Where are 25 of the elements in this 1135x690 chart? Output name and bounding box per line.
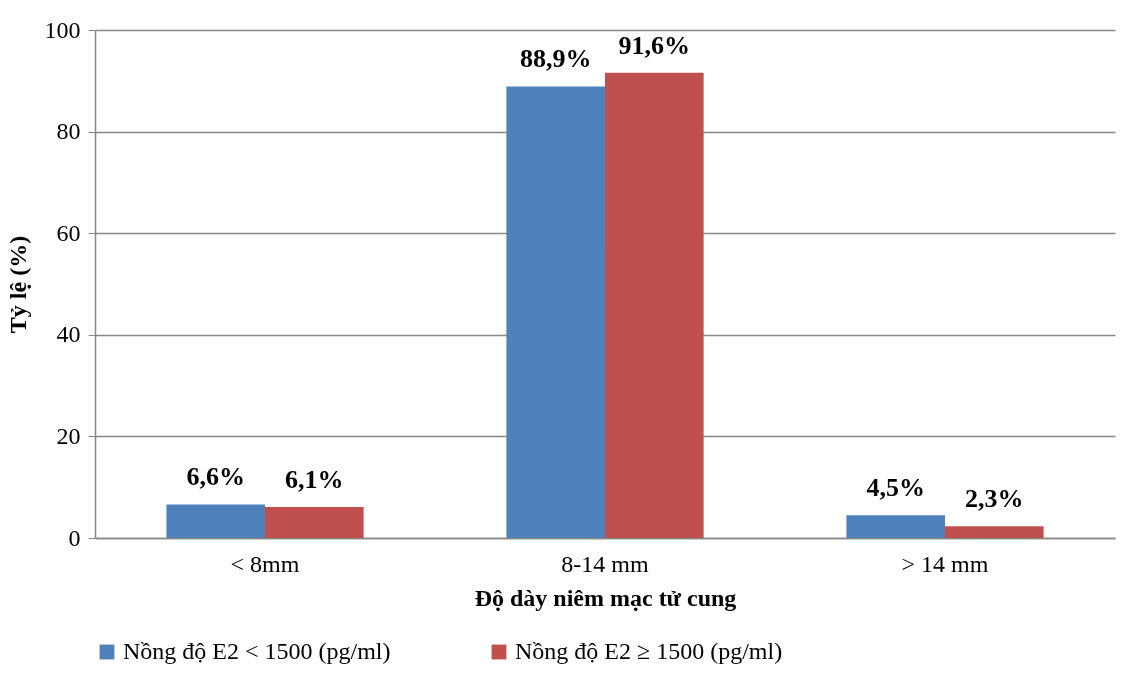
x-tick-label: 8-14 mm (561, 550, 649, 577)
y-tick-label: 80 (56, 118, 81, 145)
bar (605, 72, 704, 538)
y-tick-label: 60 (56, 219, 81, 246)
y-tick-label: 0 (68, 524, 81, 551)
data-label: 6,1% (285, 465, 344, 495)
x-tick-label: < 8mm (230, 550, 300, 577)
data-label: 88,9% (519, 44, 592, 74)
bar (945, 526, 1044, 538)
data-label: 4,5% (866, 473, 925, 503)
bar (166, 504, 265, 538)
data-label: 2,3% (965, 484, 1024, 514)
y-axis-title: Tỷ lệ (%) (4, 235, 31, 334)
x-axis-title: Độ dày niêm mạc tử cung (474, 584, 737, 611)
legend-label: Nồng độ E2 ≥ 1500 (pg/ml) (515, 638, 783, 664)
y-tick-label: 20 (56, 422, 81, 449)
legend-label: Nồng độ E2 < 1500 (pg/ml) (123, 638, 391, 664)
bar (846, 515, 945, 538)
y-tick-label: 40 (56, 321, 81, 348)
x-tick-label: > 14 mm (901, 550, 989, 577)
data-label: 91,6% (618, 30, 691, 60)
data-label: 6,6% (186, 462, 245, 492)
bar (506, 86, 605, 538)
y-tick-label: 100 (44, 16, 81, 43)
bar (265, 507, 364, 538)
